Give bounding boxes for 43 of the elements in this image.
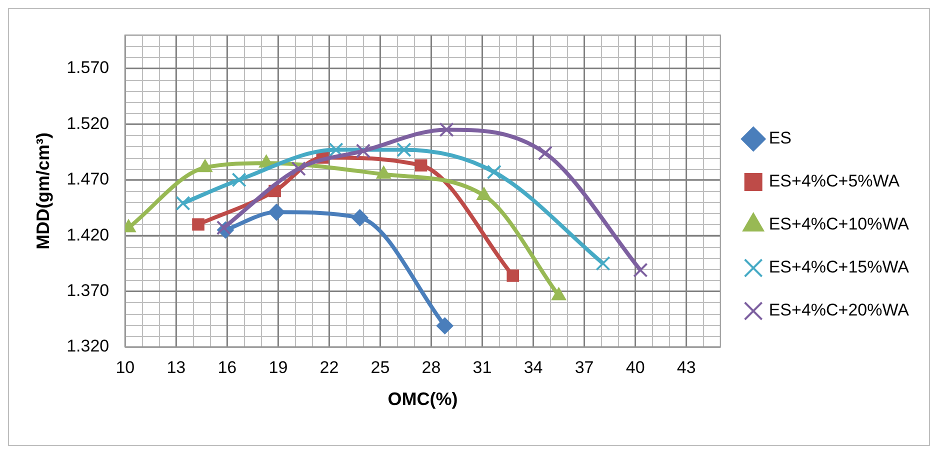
point xyxy=(633,262,648,278)
point xyxy=(176,196,190,211)
point xyxy=(232,172,246,188)
point xyxy=(414,159,428,172)
point xyxy=(328,142,344,158)
y-axis-title: MDD(gm/cm³) xyxy=(32,132,53,250)
legend-label: ES xyxy=(768,128,792,148)
x-tick-label: 40 xyxy=(626,358,645,377)
x-tick-label: 19 xyxy=(268,358,288,377)
y-tick-label: 1.520 xyxy=(66,114,110,133)
legend-label: ES+4%C+20%WA xyxy=(768,300,910,320)
x-tick-label: 34 xyxy=(524,358,543,377)
point xyxy=(192,218,204,231)
point xyxy=(216,220,232,236)
point xyxy=(506,270,520,282)
y-tick-label: 1.320 xyxy=(66,336,110,356)
point xyxy=(356,144,371,158)
point xyxy=(538,146,553,160)
x-tick-label: 28 xyxy=(422,358,441,377)
point xyxy=(436,317,454,334)
x-axis-title: OMC(%) xyxy=(388,389,458,410)
y-tick-label: 1.470 xyxy=(66,170,110,189)
legend-label: ES+4%C+10%WA xyxy=(768,214,910,234)
y-tick-label: 1.370 xyxy=(66,280,110,300)
point xyxy=(439,122,454,138)
point xyxy=(396,142,412,158)
point xyxy=(291,161,306,176)
y-tick-label: 1.570 xyxy=(66,58,110,78)
point xyxy=(351,209,368,226)
point xyxy=(596,256,610,271)
x-tick-label: 16 xyxy=(218,358,237,377)
x-tick-label: 43 xyxy=(676,358,696,377)
x-tick-label: 10 xyxy=(116,358,135,377)
x-tick-label: 13 xyxy=(166,358,186,377)
y-tick-label: 1.420 xyxy=(66,225,110,244)
point xyxy=(486,164,502,180)
legend-label: ES+4%C+5%WA xyxy=(768,172,900,191)
point xyxy=(268,204,285,221)
legend-label: ES+4%C+15%WA xyxy=(768,258,910,277)
x-tick-label: 25 xyxy=(370,358,390,377)
x-tick-label: 31 xyxy=(472,358,492,377)
x-tick-label: 37 xyxy=(574,358,594,377)
x-tick-label: 22 xyxy=(320,358,339,377)
